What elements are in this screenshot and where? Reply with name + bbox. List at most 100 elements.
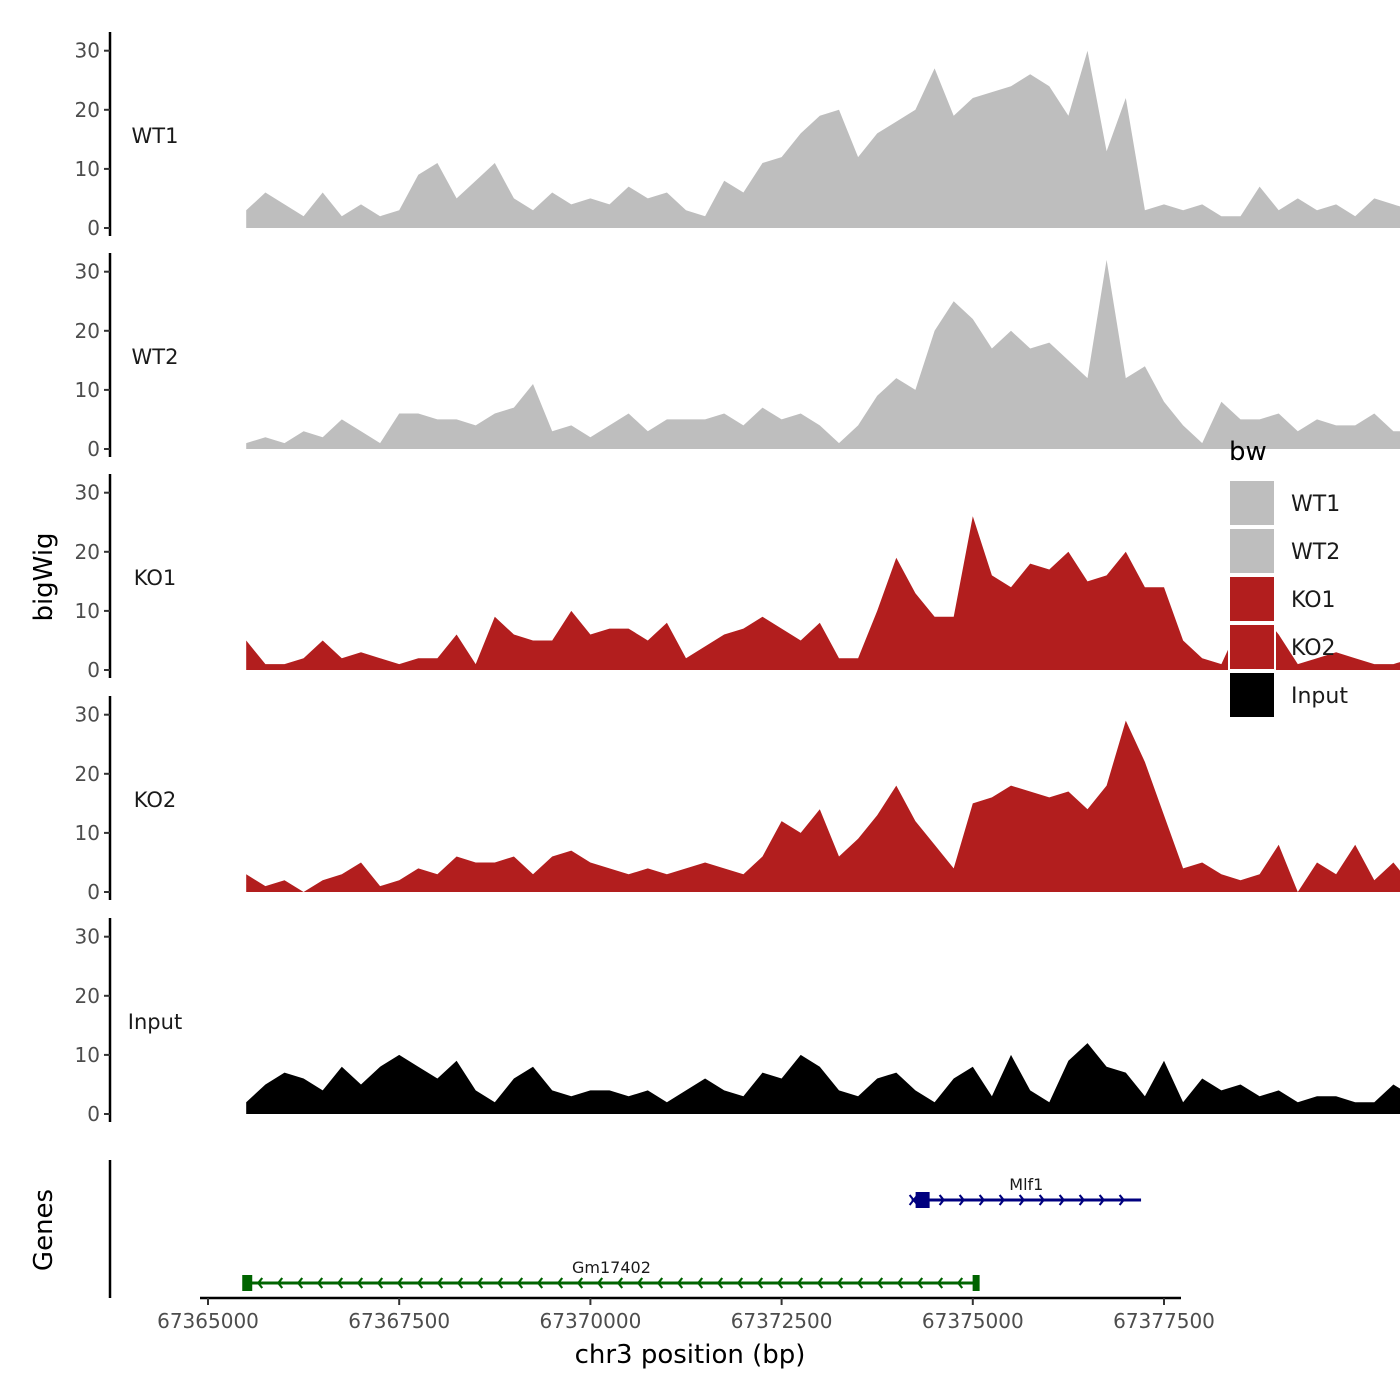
- strand-arrow: [596, 1277, 604, 1289]
- strand-arrow: [716, 1277, 724, 1289]
- strand-arrow: [938, 1194, 946, 1206]
- legend-item-wt2: WT2: [1228, 527, 1340, 575]
- strand-arrow: [998, 1194, 1006, 1206]
- y-tick-label: 20: [75, 540, 100, 564]
- strand-arrow: [616, 1277, 624, 1289]
- track-ko2: 0 10 20 30 KO2: [75, 696, 1400, 904]
- y-tick-label: 10: [75, 378, 100, 402]
- strand-arrow: [576, 1277, 584, 1289]
- strand-arrow: [316, 1277, 324, 1289]
- x-tick-label: 67370000: [540, 1309, 642, 1333]
- strand-arrow: [936, 1277, 944, 1289]
- strand-arrow: [978, 1194, 986, 1206]
- strand-arrow: [256, 1277, 264, 1289]
- x-tick-label: 67365000: [157, 1309, 259, 1333]
- strand-arrow: [676, 1277, 684, 1289]
- x-axis: 67365000 67367500 67370000 67372500 67375000…: [157, 1296, 1215, 1333]
- legend-label: WT2: [1291, 540, 1340, 565]
- gene-mlf1: Mlf1: [908, 1175, 1142, 1208]
- strand-arrow: [556, 1277, 564, 1289]
- gene-exon: [242, 1275, 253, 1291]
- coverage-area-wt2: [246, 259, 1400, 449]
- gene-exon: [915, 1192, 930, 1208]
- legend-label: KO1: [1291, 588, 1336, 613]
- x-tick-label: 67367500: [348, 1309, 450, 1333]
- strand-arrow: [296, 1277, 304, 1289]
- y-tick-label: 10: [75, 599, 100, 623]
- strand-arrow: [336, 1277, 344, 1289]
- y-tick-label: 0: [87, 1102, 100, 1126]
- strand-arrow: [958, 1194, 966, 1206]
- y-tick-label: 10: [75, 1043, 100, 1067]
- strand-arrow: [736, 1277, 744, 1289]
- strand-arrow: [416, 1277, 424, 1289]
- legend-label: WT1: [1291, 492, 1340, 517]
- strand-arrow: [396, 1277, 404, 1289]
- x-tick-label: 67372500: [731, 1309, 833, 1333]
- strand-arrow: [456, 1277, 464, 1289]
- track-ko1: 0 10 20 30 KO1: [75, 474, 1400, 682]
- strand-arrow: [916, 1277, 924, 1289]
- track-input: 0 10 20 30 Input: [75, 918, 1400, 1126]
- y-tick-label: 30: [75, 481, 100, 505]
- y-tick-label: 20: [75, 984, 100, 1008]
- y-tick-label: 0: [87, 437, 100, 461]
- legend-item-ko2: KO2: [1228, 623, 1336, 671]
- y-tick-label: 20: [75, 98, 100, 122]
- strand-arrow: [876, 1277, 884, 1289]
- legend-label: Input: [1291, 684, 1348, 709]
- strand-arrow: [896, 1277, 904, 1289]
- gene-name-label: Gm17402: [572, 1258, 651, 1277]
- strand-arrow: [496, 1277, 504, 1289]
- strand-arrow: [376, 1277, 384, 1289]
- y-tick-label: 30: [75, 925, 100, 949]
- y-tick-label: 20: [75, 762, 100, 786]
- track-wt1: 0 10 20 30 WT1: [75, 32, 1400, 240]
- coverage-tracks: 0 10 20 30 WT1 0 10 20 30 WT2 0 10 20 30 KO1 0 10 20 30 KO2…: [75, 32, 1400, 1126]
- gene-gm17402: Gm17402: [242, 1258, 980, 1291]
- coverage-area-ko1: [246, 516, 1400, 670]
- y-tick-label: 10: [75, 821, 100, 845]
- x-tick-label: 67375000: [922, 1309, 1024, 1333]
- legend-label: KO2: [1291, 636, 1336, 661]
- strand-arrow: [1078, 1194, 1086, 1206]
- strand-arrow: [476, 1277, 484, 1289]
- coverage-area-wt1: [246, 50, 1400, 228]
- y-tick-label: 30: [75, 703, 100, 727]
- strand-arrow: [536, 1277, 544, 1289]
- strand-arrow: [516, 1277, 524, 1289]
- y-axis-title: bigWig: [29, 532, 59, 621]
- legend-item-input: Input: [1228, 671, 1348, 719]
- strand-arrow: [836, 1277, 844, 1289]
- legend-swatch: [1228, 479, 1276, 527]
- genes-panel: Mlf1 Gm17402: [108, 1160, 1142, 1298]
- genes-axis-title: Genes: [29, 1189, 59, 1271]
- y-tick-label: 0: [87, 880, 100, 904]
- legend-item-ko1: KO1: [1228, 575, 1336, 623]
- legend-swatch: [1228, 575, 1276, 623]
- legend-title: bw: [1229, 437, 1267, 467]
- y-tick-label: 0: [87, 658, 100, 682]
- strand-arrow: [1018, 1194, 1026, 1206]
- gene-start-mark: [908, 1194, 919, 1206]
- gene-exon: [972, 1275, 980, 1291]
- strand-arrow: [696, 1277, 704, 1289]
- legend-swatch: [1228, 527, 1276, 575]
- strand-arrow: [436, 1277, 444, 1289]
- strand-arrow: [816, 1277, 824, 1289]
- y-tick-label: 30: [75, 260, 100, 284]
- strand-arrow: [356, 1277, 364, 1289]
- y-tick-label: 0: [87, 216, 100, 240]
- strand-arrow: [796, 1277, 804, 1289]
- x-axis-title: chr3 position (bp): [575, 1340, 806, 1370]
- strand-arrow: [1118, 1194, 1126, 1206]
- track-label: WT2: [132, 345, 179, 369]
- strand-arrow: [1058, 1194, 1066, 1206]
- strand-arrow: [1098, 1194, 1106, 1206]
- coverage-area-input: [246, 1043, 1400, 1114]
- strand-arrow: [276, 1277, 284, 1289]
- strand-arrow: [636, 1277, 644, 1289]
- strand-arrow: [1038, 1194, 1046, 1206]
- track-label: Input: [128, 1010, 182, 1034]
